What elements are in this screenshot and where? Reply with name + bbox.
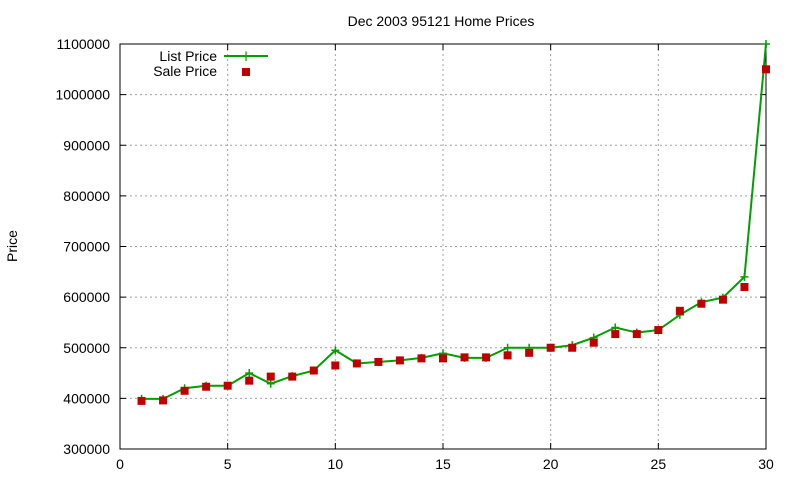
sale-price-point — [223, 381, 232, 390]
legend-marker-sale-price — [242, 68, 250, 76]
series-layer — [137, 40, 770, 405]
sale-price-point — [482, 353, 491, 362]
legend-label-sale-price: Sale Price — [153, 63, 217, 79]
axes: 0 5 10 15 20 25 30 300000 400000 500000 600000 7000… — [55, 36, 774, 472]
sale-price-point — [288, 372, 297, 381]
y-tick-label: 700000 — [63, 239, 110, 255]
grid-lines — [120, 44, 766, 449]
x-tick-label: 30 — [758, 456, 774, 472]
sale-price-point — [697, 299, 706, 308]
x-tick-label: 0 — [116, 456, 124, 472]
chart-title: Dec 2003 95121 Home Prices — [348, 13, 535, 29]
sale-price-point — [159, 396, 168, 405]
sale-price-point — [309, 366, 318, 375]
sale-price-point — [439, 354, 447, 363]
list-price-point — [266, 379, 275, 388]
y-tick-label: 800000 — [63, 188, 110, 204]
y-tick-label: 400000 — [63, 390, 110, 406]
sale-price-point — [460, 353, 469, 362]
y-axis-label: Price — [4, 230, 20, 262]
sale-price-point — [202, 382, 211, 391]
list-price-point — [245, 369, 254, 378]
sale-price-point — [245, 376, 254, 385]
sale-price-point — [762, 65, 770, 74]
legend-marker-list-price: + — [240, 47, 253, 65]
sale-price-point — [395, 356, 404, 365]
list-price-point — [762, 40, 770, 48]
sale-price-point — [568, 343, 577, 352]
sale-price-point — [137, 396, 146, 405]
sale-price-point — [611, 330, 620, 339]
legend: List Price + Sale Price — [153, 47, 268, 79]
x-tick-label: 5 — [224, 456, 232, 472]
sale-price-point — [718, 295, 727, 304]
y-tick-label: 600000 — [63, 289, 110, 305]
y-tick-label: 500000 — [63, 340, 110, 356]
x-tick-label: 15 — [435, 456, 451, 472]
list-price-point — [503, 343, 512, 352]
sale-price-point — [654, 326, 663, 335]
sale-price-point — [675, 306, 684, 315]
sale-price-point — [331, 361, 340, 370]
sale-price-point — [266, 372, 275, 381]
list-price-point — [740, 272, 749, 281]
sale-price-point — [740, 283, 749, 291]
x-tick-label: 25 — [651, 456, 667, 472]
sale-price-point — [503, 351, 512, 360]
series-line-list-price — [141, 43, 767, 400]
sale-price-point — [525, 348, 534, 357]
y-tick-label: 1100000 — [57, 36, 111, 52]
sale-price-point — [352, 359, 361, 368]
x-tick-label: 20 — [543, 456, 559, 472]
list-price-point — [331, 346, 340, 355]
sale-price-point — [546, 343, 555, 352]
sale-price-point — [180, 386, 189, 395]
y-tick-label: 300000 — [63, 441, 110, 457]
y-tick-label: 900000 — [63, 137, 110, 153]
y-tick-label: 1000000 — [55, 87, 110, 103]
sale-price-point — [589, 338, 598, 347]
sale-price-point — [417, 354, 426, 363]
legend-label-list-price: List Price — [159, 48, 217, 64]
sale-price-point — [374, 357, 383, 366]
sale-price-point — [632, 330, 641, 339]
x-tick-label: 10 — [328, 456, 344, 472]
